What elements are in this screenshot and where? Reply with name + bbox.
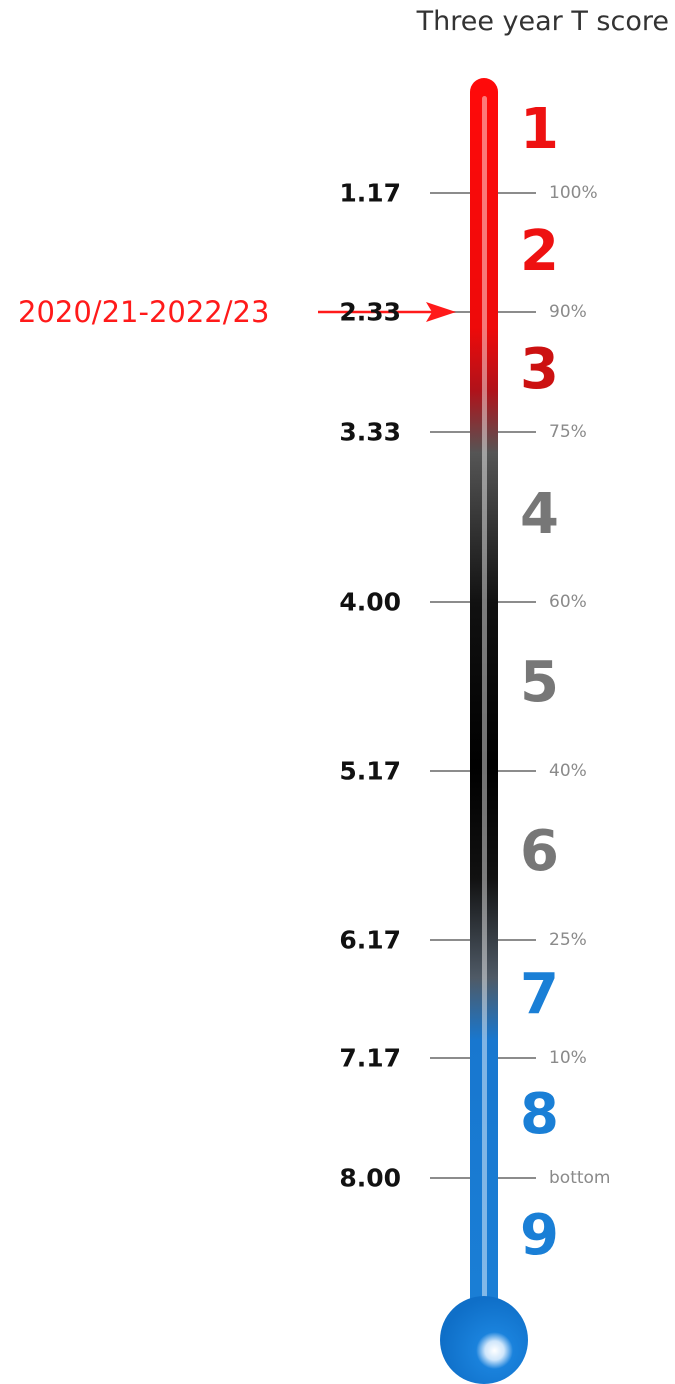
score-tick-label: 2.33 — [339, 297, 401, 327]
percentile-label: 25% — [549, 930, 587, 950]
score-tick-label: 1.17 — [339, 178, 401, 208]
score-tick-label: 8.00 — [339, 1163, 401, 1193]
score-tick-label: 7.17 — [339, 1043, 401, 1073]
band-number: 8 — [520, 1082, 559, 1147]
band-number: 5 — [520, 650, 559, 715]
score-tick-label: 3.33 — [339, 417, 401, 447]
percentile-label: 100% — [549, 183, 598, 203]
thermometer-bulb — [440, 1296, 528, 1384]
percentile-label: 10% — [549, 1048, 587, 1068]
marker-label: 2020/21-2022/23 — [18, 295, 270, 329]
band-number: 3 — [520, 337, 559, 402]
percentile-label: 40% — [549, 761, 587, 781]
thermometer-tube — [470, 78, 498, 1328]
band-number: 2 — [520, 219, 559, 284]
percentile-label: 60% — [549, 592, 587, 612]
band-number: 9 — [520, 1203, 559, 1268]
percentile-label: 75% — [549, 422, 587, 442]
band-number: 1 — [520, 97, 559, 162]
marker-arrow — [318, 302, 456, 322]
score-tick-label: 6.17 — [339, 925, 401, 955]
percentile-label: 90% — [549, 302, 587, 322]
chart-title: Three year T score — [416, 6, 669, 37]
score-tick-label: 5.17 — [339, 756, 401, 786]
band-number: 6 — [520, 819, 559, 884]
percentile-label: bottom — [549, 1168, 611, 1188]
score-tick-label: 4.00 — [339, 587, 401, 617]
band-number: 4 — [520, 482, 559, 547]
tube-highlight — [482, 96, 487, 1316]
band-number: 7 — [520, 962, 559, 1027]
